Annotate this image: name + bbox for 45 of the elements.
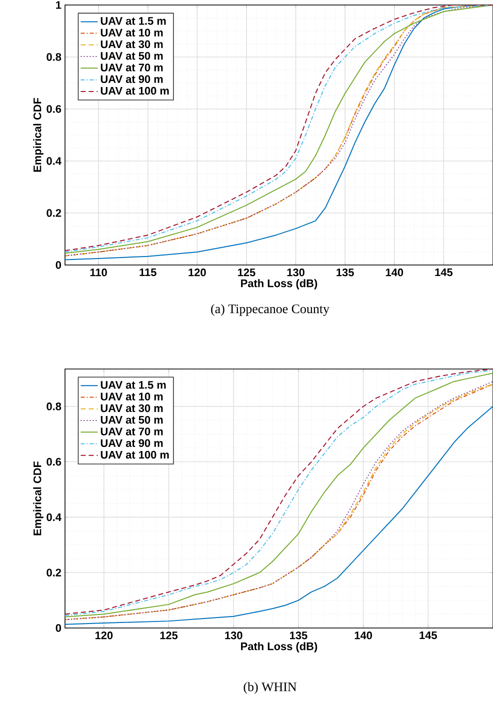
y-tick-label: 0.6 <box>46 458 62 466</box>
y-tick-label: 0 <box>56 261 62 269</box>
x-tick-label: 130 <box>287 268 304 276</box>
legend-label: UAV at 1.5 m <box>100 17 166 25</box>
x-tick-label: 140 <box>354 632 372 640</box>
legend-label: UAV at 30 m <box>100 40 163 48</box>
legend-label: UAV at 50 m <box>100 416 163 424</box>
x-tick-label: 135 <box>336 268 354 276</box>
x-axis-title: Path Loss (dB) <box>241 279 318 290</box>
text: (b) WHIN <box>244 682 296 694</box>
legend-label: UAV at 10 m <box>100 392 163 400</box>
legend-label: UAV at 10 m <box>100 28 163 36</box>
x-tick-label: 145 <box>420 632 437 640</box>
y-tick-label: 0.8 <box>46 53 62 61</box>
legend-label: UAV at 100 m <box>100 450 169 459</box>
legend-label: UAV at 50 m <box>100 52 163 60</box>
y-tick-label: 0.6 <box>46 105 62 113</box>
x-tick-label: 110 <box>90 268 107 276</box>
x-tick-label: 135 <box>290 632 308 640</box>
y-axis-title: Empirical CDF <box>33 98 44 172</box>
legend-label: UAV at 70 m <box>100 64 163 72</box>
y-tick-label: 0.4 <box>46 513 62 522</box>
legend-label: UAV at 1.5 m <box>100 381 166 389</box>
x-axis-title: Path Loss (dB) <box>241 642 318 652</box>
x-tick-label: 120 <box>95 632 113 640</box>
x-tick-label: 130 <box>225 632 242 640</box>
y-tick-label: 0 <box>56 624 62 632</box>
legend-label: UAV at 100 m <box>100 86 169 95</box>
legend-label: UAV at 30 m <box>100 404 163 412</box>
y-tick-label: 0.2 <box>46 568 62 576</box>
y-tick-label: 0.2 <box>46 209 62 217</box>
x-tick-label: 115 <box>140 268 156 276</box>
legend-label: UAV at 70 m <box>100 428 163 436</box>
y-tick-label: 1 <box>56 1 62 9</box>
x-tick-label: 145 <box>435 268 453 276</box>
legend-label: UAV at 90 m <box>100 439 163 447</box>
x-tick-label: 120 <box>188 268 206 276</box>
text: (a) Tippecanoe County <box>211 304 330 316</box>
x-tick-label: 140 <box>386 268 404 276</box>
x-tick-label: 125 <box>160 632 178 640</box>
x-tick-label: 125 <box>238 268 256 276</box>
y-tick-label: 0.4 <box>46 157 62 165</box>
legend-label: UAV at 90 m <box>100 75 163 84</box>
y-tick-label: 0.8 <box>46 402 62 410</box>
y-axis-title: Empirical CDF <box>33 461 44 536</box>
